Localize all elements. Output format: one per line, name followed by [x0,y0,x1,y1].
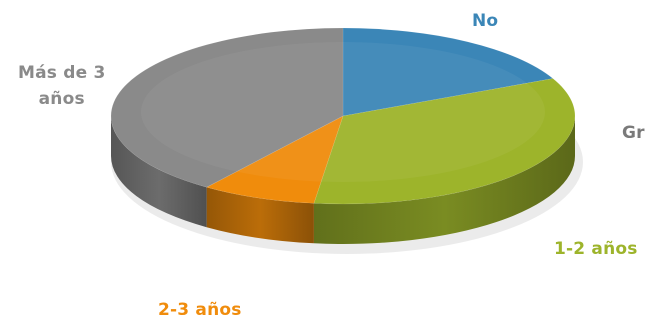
slice-label-mas-line1: Más de 3 [18,63,106,83]
pie-highlight [141,42,545,182]
slice-label-no: No [472,11,499,31]
pie-slice-2-3-a-os [205,115,344,204]
cropped-title-text: Gr [622,123,645,143]
pie-wall-2-3-a-os [206,187,314,244]
pie-wall-1-2-a-os [313,116,575,244]
pie-slice-1-2-a-os [313,78,576,205]
slice-label-mas-line2: años [38,89,85,109]
slice-label-1-2-anos: 1-2 años [554,239,638,259]
pie-wall-m-s-de-3-a-os [111,116,207,228]
slice-label-mas-de-3-anos: Más de 3 años [18,60,105,112]
slice-label-2-3-anos: 2-3 años [158,300,242,320]
pie-slice-no [342,27,554,117]
pie-slice-m-s-de-3-a-os [110,27,344,188]
